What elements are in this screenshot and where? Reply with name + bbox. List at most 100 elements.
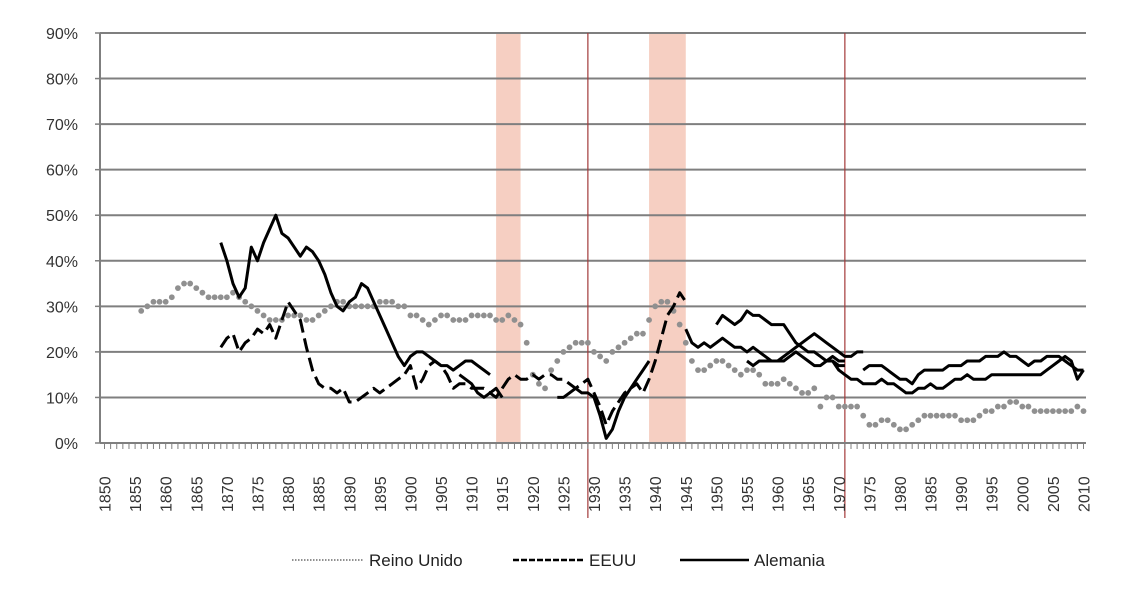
uk-point: [285, 312, 291, 319]
uk-point: [474, 312, 481, 319]
de-line-segment-0: [219, 213, 491, 376]
x-tick-label: 1960: [771, 476, 788, 512]
x-tick-label: 1920: [526, 476, 543, 512]
uk-point: [187, 280, 194, 287]
uk-point: [915, 417, 922, 424]
uk-point: [1062, 408, 1069, 415]
legend-label: Alemania: [754, 551, 825, 570]
uk-point: [640, 330, 646, 337]
x-tick-label: 1885: [312, 476, 329, 512]
y-tick-label: 90%: [46, 26, 78, 43]
uk-point: [927, 412, 934, 419]
x-tick-label: 1910: [465, 476, 482, 512]
uk-point: [878, 417, 885, 424]
x-tick-label: 2000: [1015, 476, 1032, 512]
uk-point: [303, 317, 310, 323]
uk-point: [841, 403, 848, 410]
y-tick-labels: 0% 10% 20% 30% 40% 50% 60% 70% 80% 90%: [46, 26, 78, 453]
uk-point: [1050, 408, 1056, 415]
x-tick-label: 1950: [709, 476, 726, 512]
uk-point: [939, 412, 946, 419]
uk-point: [615, 344, 622, 351]
uk-point: [548, 367, 555, 374]
uk-point: [1025, 403, 1032, 410]
uk-point: [144, 303, 151, 310]
uk-point: [750, 367, 756, 374]
de-line-segment-4: [715, 309, 845, 368]
uk-point: [609, 348, 616, 355]
uk-point: [835, 403, 842, 410]
uk-point: [340, 298, 347, 305]
uk-point: [1001, 403, 1007, 410]
x-tick-label: 1985: [924, 476, 941, 512]
uk-point: [701, 367, 708, 374]
uk-point: [230, 289, 236, 296]
uk-point: [1007, 399, 1013, 405]
uk-point: [823, 394, 830, 401]
shaded-periods: [496, 33, 686, 443]
de-line-segment-3: [684, 328, 845, 368]
uk-point: [168, 294, 175, 301]
series-2: [219, 213, 1085, 440]
x-tick-label: 1955: [740, 476, 757, 512]
uk-point: [1068, 408, 1075, 415]
uk-point: [676, 321, 683, 328]
uk-point: [786, 380, 793, 387]
x-tick-label: 1870: [220, 476, 237, 512]
uk-point: [260, 312, 267, 319]
y-tick-label: 40%: [46, 254, 78, 271]
de-line-segment-7: [862, 350, 1084, 386]
uk-point: [175, 285, 181, 292]
x-tick-label: 1930: [587, 476, 604, 512]
y-tick-label: 80%: [46, 72, 78, 89]
uk-point: [903, 426, 909, 433]
uk-point: [193, 285, 200, 292]
uk-point: [982, 408, 989, 415]
y-tick-label: 30%: [46, 299, 78, 316]
legend-item-1: EEUU: [513, 551, 636, 570]
x-tick-label: 1905: [434, 476, 451, 512]
uk-point: [419, 317, 426, 323]
uk-point: [976, 412, 983, 419]
uk-point: [756, 371, 763, 378]
uk-point: [156, 298, 163, 305]
uk-point: [211, 294, 218, 301]
uk-point: [1074, 403, 1081, 410]
uk-point: [364, 303, 371, 310]
uk-point: [248, 303, 255, 310]
uk-point: [499, 317, 506, 323]
legend: Reino Unido EEUU Alemania: [292, 551, 825, 570]
de-line-segment-6: [831, 354, 1085, 395]
y-tick-label: 50%: [46, 208, 78, 225]
uk-point: [646, 317, 652, 323]
uk-point: [805, 389, 812, 396]
uk-point: [578, 339, 585, 346]
uk-point: [450, 317, 457, 323]
uk-point: [964, 417, 971, 424]
legend-label: EEUU: [589, 551, 636, 570]
uk-point: [505, 312, 512, 319]
uk-point: [854, 403, 861, 410]
x-tick-labels: 1850 1855 1860 1865 1870 1875 1880 1885 1890 1895…: [98, 476, 1094, 512]
x-tick-label: 1990: [954, 476, 971, 512]
uk-point: [627, 335, 634, 342]
x-tick-label: 1860: [159, 476, 176, 512]
uk-point: [682, 339, 689, 346]
x-tick-label: 1980: [893, 476, 910, 512]
grid-lines: [100, 32, 1086, 399]
uk-point: [272, 317, 279, 323]
x-tick-label: 1895: [373, 476, 390, 512]
y-tick-label: 70%: [46, 117, 78, 134]
legend-item-2: Alemania: [680, 551, 825, 570]
x-tick-label: 1945: [679, 476, 696, 512]
uk-point: [713, 358, 720, 364]
uk-point: [866, 421, 873, 428]
uk-point: [664, 298, 671, 305]
uk-point: [780, 376, 787, 383]
uk-point: [205, 294, 212, 301]
x-tick-label: 1900: [403, 476, 420, 512]
uk-point: [462, 317, 469, 323]
uk-point: [407, 312, 414, 319]
uk-point: [621, 339, 628, 346]
